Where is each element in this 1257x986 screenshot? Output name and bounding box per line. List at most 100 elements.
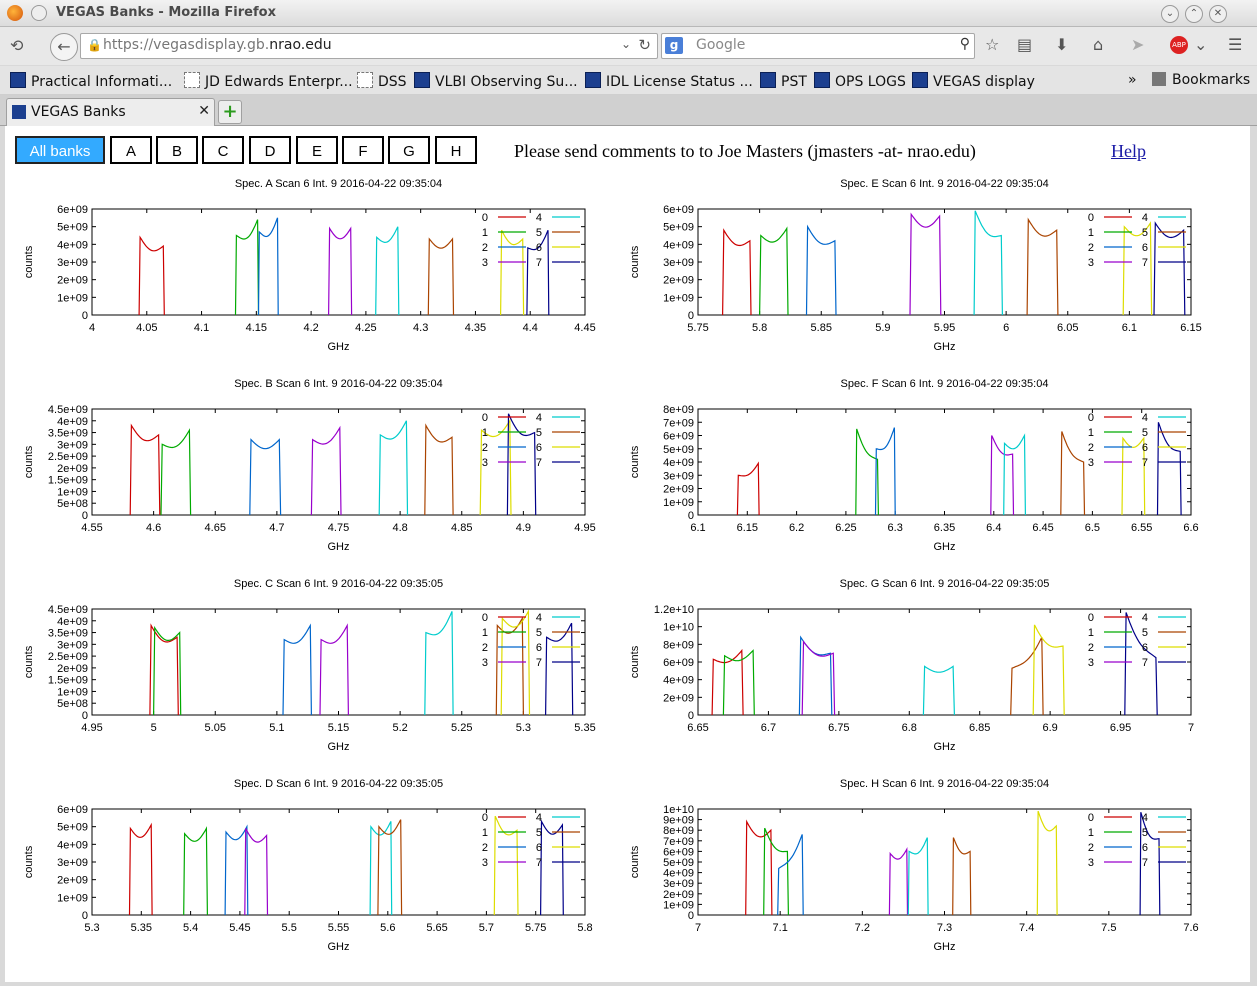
bank-button-g[interactable]: G [388, 136, 430, 164]
x-tick-label: 6.85 [969, 722, 990, 734]
tab-vegas-banks[interactable]: VEGAS Banks ✕ [6, 98, 215, 126]
share-icon[interactable]: ➤ [1131, 35, 1145, 54]
y-tick-label: 4e+09 [663, 675, 694, 687]
y-tick-label: 6e+09 [663, 657, 694, 669]
tab-bar: VEGAS Banks ✕ + [0, 95, 1257, 126]
y-tick-label: 2e+09 [663, 275, 694, 287]
series-line-3 [990, 435, 1015, 516]
series-line-0 [129, 423, 161, 516]
nrao-icon [414, 72, 430, 88]
reading-list-icon[interactable]: ▤ [1017, 35, 1033, 54]
bookmarks-menu[interactable]: Bookmarks [1152, 72, 1250, 88]
bookmark-item[interactable]: VEGAS display [912, 72, 1035, 90]
legend-label: 6 [536, 842, 542, 854]
nrao-icon [10, 72, 26, 88]
adblock-dropdown-icon[interactable]: ⌄ [1194, 35, 1208, 54]
x-tick-label: 5.45 [229, 922, 250, 934]
help-link[interactable]: Help [1111, 141, 1146, 161]
close-tab-icon[interactable]: ✕ [198, 103, 210, 119]
y-tick-label: 2e+09 [57, 463, 88, 475]
legend-label: 3 [1088, 457, 1094, 469]
x-tick-label: 6.9 [1042, 722, 1057, 734]
bookmark-item[interactable]: JD Edwards Enterpr... [184, 72, 353, 90]
legend-label: 7 [536, 457, 542, 469]
legend-label: 7 [536, 857, 542, 869]
x-tick-label: 5.15 [328, 722, 349, 734]
legend-label: 5 [536, 627, 542, 639]
x-tick-label: 6.95 [1110, 722, 1131, 734]
bookmark-item[interactable]: Practical Informati... [10, 72, 172, 90]
y-tick-label: 5e+08 [57, 698, 88, 710]
bookmark-item[interactable]: VLBI Observing Su... [414, 72, 578, 90]
legend-label: 6 [536, 642, 542, 654]
new-tab-button[interactable]: + [218, 100, 242, 124]
series-line-7 [1156, 422, 1182, 516]
y-tick-label: 5e+09 [57, 822, 88, 834]
reload-icon[interactable]: ↻ [638, 36, 651, 54]
series-line-6 [493, 815, 519, 916]
y-tick-label: 0 [688, 510, 694, 522]
y-tick-label: 2e+09 [663, 484, 694, 496]
bank-button-c[interactable]: C [202, 136, 244, 164]
downloads-icon[interactable]: ⬇ [1055, 35, 1069, 54]
x-tick-label: 4.3 [413, 322, 428, 334]
search-bar[interactable]: g Google ⚲ [661, 33, 975, 59]
url-dropdown-icon[interactable]: ⌄ [620, 37, 631, 51]
y-tick-label: 5e+09 [663, 222, 694, 234]
bookmark-item[interactable]: IDL License Status ... [585, 72, 753, 90]
home-icon[interactable]: ⌂ [1093, 35, 1104, 54]
bookmarks-overflow-button[interactable]: » [1128, 72, 1137, 88]
bank-button-d[interactable]: D [249, 136, 291, 164]
legend-label: 5 [1142, 827, 1148, 839]
url-text: https://vegasdisplay.gb.nrao.edu [103, 37, 332, 53]
legend-label: 4 [1142, 612, 1148, 624]
x-tick-label: 4.75 [328, 522, 349, 534]
window-title: VEGAS Banks - Mozilla Firefox [56, 5, 276, 20]
series-line-1 [234, 219, 260, 316]
bookmark-item[interactable]: DSS [357, 72, 407, 90]
window-menu-icon[interactable] [31, 5, 47, 21]
series-line-5 [952, 837, 972, 916]
legend-label: 5 [536, 827, 542, 839]
bank-button-b[interactable]: B [156, 136, 198, 164]
menu-icon[interactable]: ☰ [1228, 35, 1243, 54]
x-tick-label: 4.8 [392, 522, 407, 534]
bookmark-item[interactable]: PST [760, 72, 807, 90]
x-tick-label: 4.25 [355, 322, 376, 334]
chart-title: Spec. B Scan 6 Int. 9 2016-04-22 09:35:0… [234, 378, 443, 390]
legend-label: 7 [1142, 857, 1148, 869]
x-tick-label: 5.85 [811, 322, 832, 334]
series-line-7 [1153, 221, 1186, 316]
y-tick-label: 1e+10 [663, 622, 694, 634]
search-engine-icon[interactable]: ⚲ [959, 36, 970, 52]
bank-button-e[interactable]: E [296, 136, 338, 164]
bank-button-f[interactable]: F [342, 136, 384, 164]
history-icon[interactable]: ⟲ [10, 36, 24, 55]
back-button[interactable]: ← [50, 33, 78, 61]
chart-bank-g: Spec. G Scan 6 Int. 9 2016-04-22 09:35:0… [611, 574, 1231, 766]
chart-svg: Spec. G Scan 6 Int. 9 2016-04-22 09:35:0… [629, 578, 1194, 753]
legend-label: 1 [482, 227, 488, 239]
legend-label: 1 [482, 427, 488, 439]
series-line-2 [777, 834, 804, 916]
url-bar[interactable]: 🔒 https://vegasdisplay.gb.nrao.edu ⌄ ↻ [80, 33, 658, 59]
y-tick-label: 2e+09 [57, 663, 88, 675]
minimize-button[interactable]: ⌄ [1161, 5, 1179, 23]
bank-button-all[interactable]: All banks [15, 136, 105, 164]
bank-button-a[interactable]: A [110, 136, 152, 164]
maximize-button[interactable]: ⌃ [1185, 5, 1203, 23]
series-line-3 [319, 623, 349, 716]
chart-bank-h: Spec. H Scan 6 Int. 9 2016-04-22 09:35:0… [611, 774, 1231, 966]
bookmark-star-icon[interactable]: ☆ [985, 35, 1000, 54]
adblock-icon[interactable]: ABP [1170, 36, 1188, 54]
legend-label: 0 [482, 612, 488, 624]
legend-label: 1 [1088, 827, 1094, 839]
x-tick-label: 6.65 [687, 722, 708, 734]
google-icon[interactable]: g [665, 37, 683, 54]
bank-button-h[interactable]: H [435, 136, 477, 164]
x-tick-label: 5.95 [934, 322, 955, 334]
close-window-button[interactable]: ✕ [1209, 5, 1227, 23]
bookmark-item[interactable]: OPS LOGS [814, 72, 906, 90]
x-tick-label: 5.75 [687, 322, 708, 334]
y-tick-label: 0 [82, 710, 88, 722]
